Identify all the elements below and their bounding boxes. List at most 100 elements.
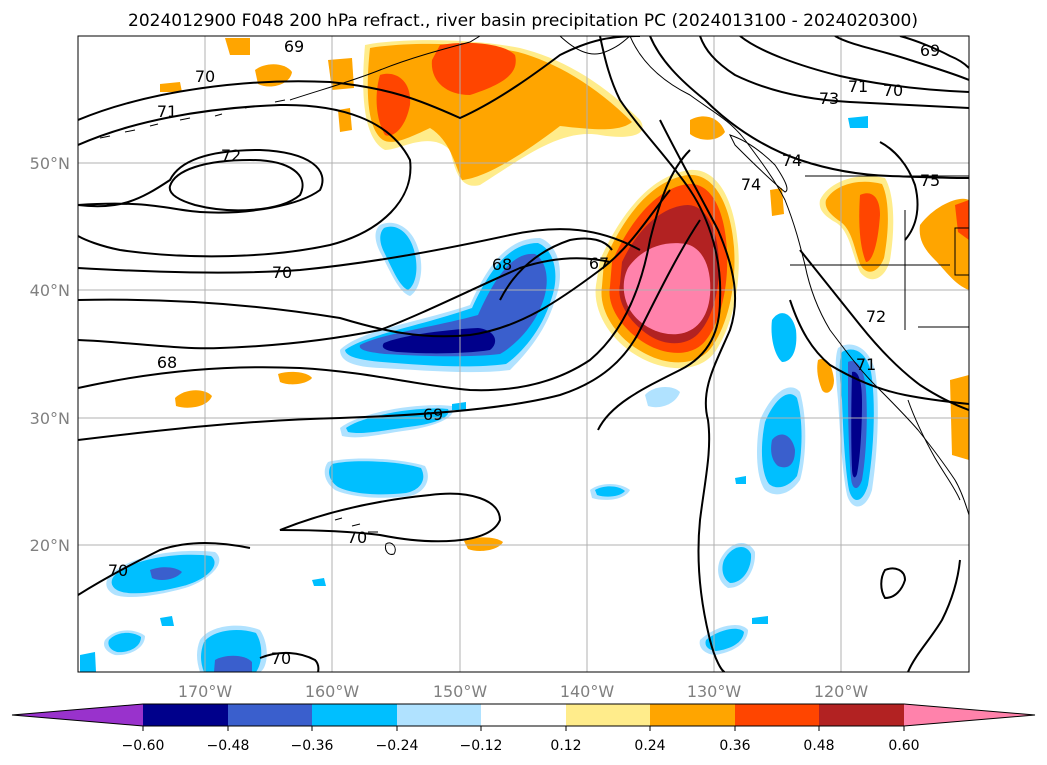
contour-label: 70 [195,67,215,86]
negative-anomaly-region [312,578,326,586]
positive-anomaly-region [367,43,632,181]
lon-label: 130°W [687,682,742,701]
positive-anomaly-region [859,193,880,262]
contour-line [879,141,919,241]
negative-anomaly-region [595,486,625,497]
lat-label: 50°N [30,154,70,173]
contour-line [699,36,969,109]
contour-line [799,249,969,411]
contour-line [78,257,611,350]
colorbar-segment [143,704,228,726]
negative-anomaly-region [452,402,466,410]
lat-label: 40°N [30,281,70,300]
negative-anomaly-region [705,628,744,651]
negative-anomaly-region [771,434,795,468]
negative-anomaly-region [214,655,252,672]
colorbar-segment [819,704,904,726]
positive-anomaly-region [464,537,503,551]
colorbar-tick-label: −0.48 [207,738,250,754]
negative-anomaly-region [752,616,768,624]
figure-title: 2024012900 F048 200 hPa refract., river … [128,11,918,31]
colorbar-tick-label: 0.24 [634,738,665,754]
map-panel: 69 70 71 72 70 68 67 68 69 70 70 70 74 7… [77,35,970,673]
positive-anomaly-region [376,73,411,136]
contour-label: 71 [157,102,177,121]
colorbar-tick-label: −0.36 [291,738,334,754]
contour-line [78,228,641,274]
negative-anomaly-region [771,313,797,362]
colorbar-segment [312,704,397,726]
contour-label: 75 [920,171,940,190]
contour-line [78,103,412,258]
lon-label: 160°W [305,682,360,701]
colorbar-tick-label: −0.12 [460,738,503,754]
lon-label: 170°W [178,682,233,701]
colorbar-max-extension [904,704,1035,726]
contour-line [789,299,969,405]
colorbar-segment [228,704,312,726]
positive-anomaly-region [623,243,711,335]
negative-anomaly-region [380,226,417,290]
negative-anomaly-region [722,547,752,583]
contour-line [499,237,613,301]
aleutian-islands [99,99,286,139]
contour-line [279,492,502,543]
negative-anomaly-region [848,116,868,128]
contour-label: 70 [883,81,903,100]
contour-label: 70 [347,528,367,547]
coastlines [99,36,969,555]
colorbar-tick-label: −0.24 [376,738,419,754]
contour-line [649,36,969,179]
colorbar-tick-label: −0.60 [122,738,165,754]
contour-line [78,36,641,121]
contour-line [834,36,969,81]
positive-anomaly-region [770,188,784,216]
contour-label: 70 [271,649,291,668]
contour-line [597,36,722,431]
contour-labels: 69 70 71 72 70 68 67 68 69 70 70 70 74 7… [108,37,940,668]
shaded-precip-fields [80,38,969,672]
negative-anomaly-region [359,253,547,357]
positive-anomaly-region [817,358,834,393]
contour-label: 68 [157,353,177,372]
vancouver-island [729,134,788,193]
positive-anomaly-region [919,198,969,290]
positive-anomaly-region [175,390,212,408]
contour-line [659,119,737,672]
colorbar-tick-label: 0.48 [803,738,834,754]
contour-line [78,219,701,441]
negative-anomaly-region [150,567,182,580]
alaska-coastline [559,36,631,55]
contour-line [880,567,907,600]
contour-label: 70 [272,263,292,282]
negative-anomaly-region [329,461,424,495]
contour-label: 73 [819,89,839,108]
positive-anomaly-region [160,82,182,92]
refractivity-contours [78,36,969,672]
contour-label: 74 [741,175,761,194]
longitude-labels: 170°W 160°W 150°W 140°W 130°W 120°W [178,682,869,701]
colorbar-min-extension [12,704,143,726]
colorbar-tick-label: 0.60 [888,738,919,754]
contour-line [78,149,691,392]
contour-label: 71 [856,355,876,374]
latitude-labels: 50°N 40°N 30°N 20°N [30,154,70,555]
negative-anomaly-region [851,371,862,478]
colorbar-segment [566,704,650,726]
contour-line [78,148,324,214]
contour-line [899,36,969,69]
lat-label: 20°N [30,536,70,555]
contour-label: 69 [284,37,304,56]
positive-anomaly-region [225,38,250,55]
lon-label: 140°W [560,682,615,701]
contour-label: 69 [920,41,940,60]
colorbar-segment [650,704,735,726]
baja-coastline [907,399,961,501]
negative-anomaly-region [735,476,746,484]
lon-label: 150°W [433,682,488,701]
colorbar-segment [397,704,481,726]
positive-anomaly-region [278,371,312,385]
positive-anomaly-region [431,42,516,95]
contour-line [78,542,251,596]
